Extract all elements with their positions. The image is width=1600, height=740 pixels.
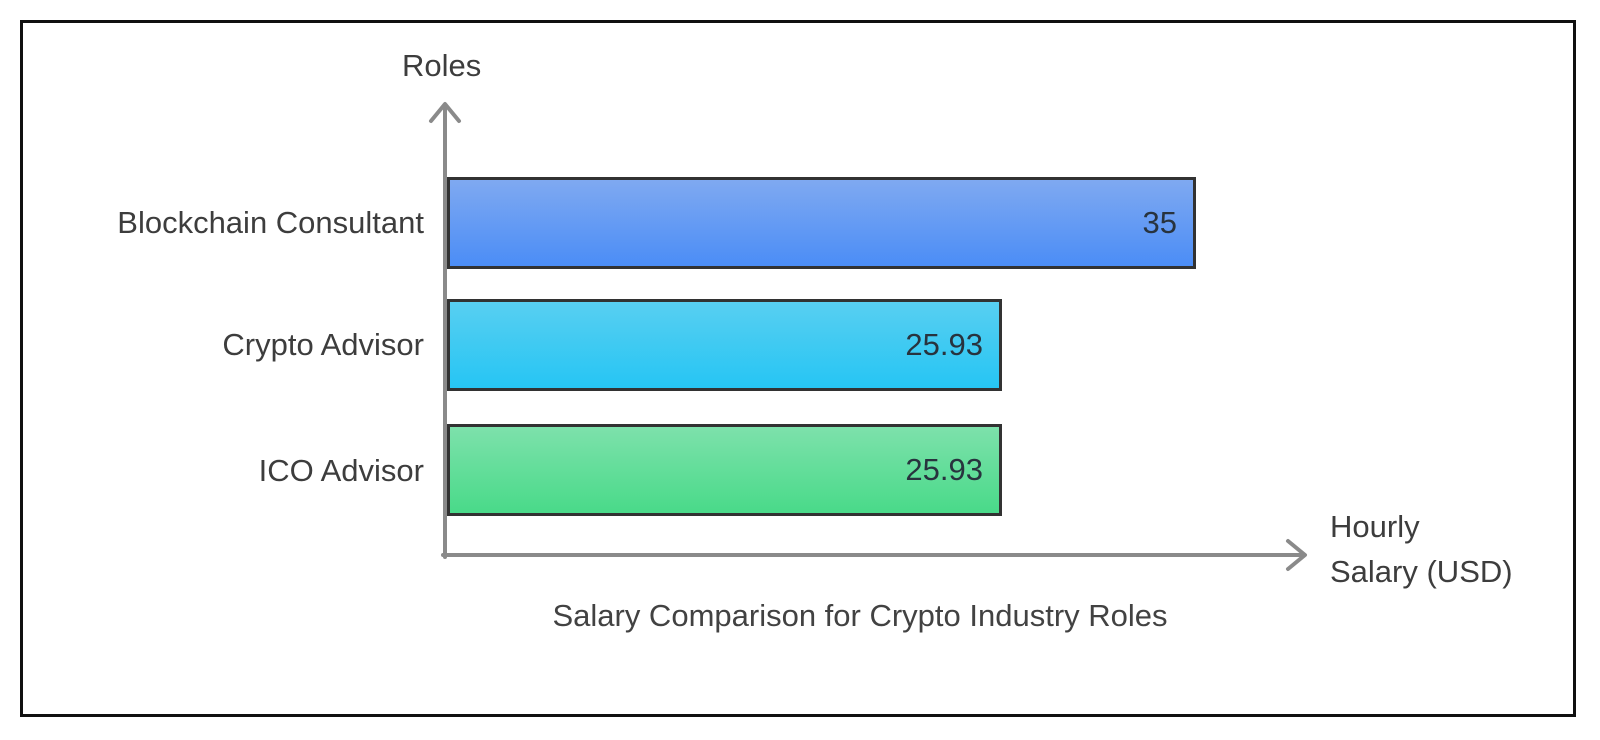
bar-value-label: 25.93 <box>905 452 983 487</box>
bar-ico-advisor: 25.93 <box>447 424 1002 516</box>
bar-crypto-advisor: 25.93 <box>447 299 1002 391</box>
y-axis-title: Roles <box>402 48 482 83</box>
chart-title: Salary Comparison for Crypto Industry Ro… <box>552 598 1168 633</box>
category-label-crypto-advisor: Crypto Advisor <box>222 327 424 362</box>
category-label-blockchain-consultant: Blockchain Consultant <box>117 205 424 240</box>
bar-blockchain-consultant: 35 <box>447 177 1196 269</box>
bar-value-label: 35 <box>1142 205 1177 240</box>
x-axis-title: Hourly Salary (USD) <box>1330 509 1513 589</box>
bar-value-label: 25.93 <box>905 327 983 362</box>
category-label-ico-advisor: ICO Advisor <box>258 453 424 488</box>
